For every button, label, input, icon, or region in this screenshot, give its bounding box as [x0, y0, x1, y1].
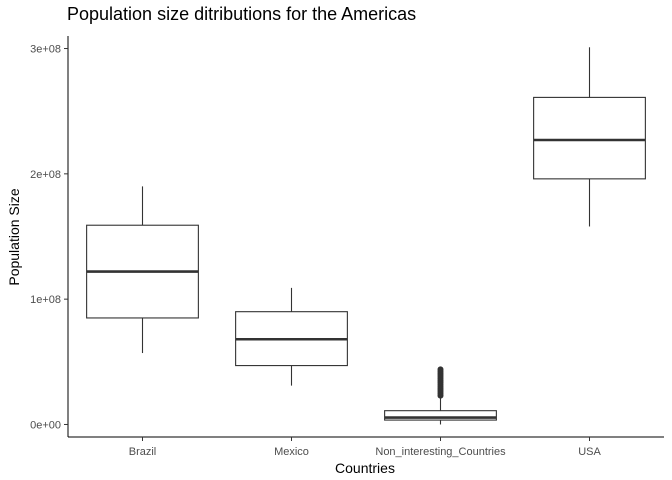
- outlier-point: [437, 366, 444, 373]
- x-tick-label: Mexico: [274, 446, 309, 458]
- box-iqr: [533, 96, 646, 180]
- y-tick-label: 2e+08: [30, 169, 61, 181]
- x-axis-title: Countries: [335, 460, 395, 476]
- y-tick-label: 1e+08: [30, 294, 61, 306]
- y-tick-label: 0e+00: [30, 419, 61, 431]
- box-mexico: [235, 287, 348, 386]
- y-axis-ticks: 0e+00 1e+08 2e+08 3e+08: [30, 44, 68, 431]
- box-non-interesting-countries: [384, 366, 497, 425]
- x-tick-label: Brazil: [129, 446, 157, 458]
- chart-title: Population size ditributions for the Ame…: [67, 4, 416, 24]
- box-brazil: [86, 186, 199, 354]
- y-tick-label: 3e+08: [30, 44, 61, 56]
- x-tick-label: USA: [578, 446, 601, 458]
- y-axis-title: Population Size: [6, 188, 22, 286]
- box-usa: [533, 47, 646, 227]
- x-axis-ticks: Brazil Mexico Non_interesting_Countries USA: [129, 437, 601, 458]
- box-iqr: [384, 410, 497, 421]
- x-tick-label: Non_interesting_Countries: [375, 446, 506, 458]
- plot-area: [86, 47, 646, 425]
